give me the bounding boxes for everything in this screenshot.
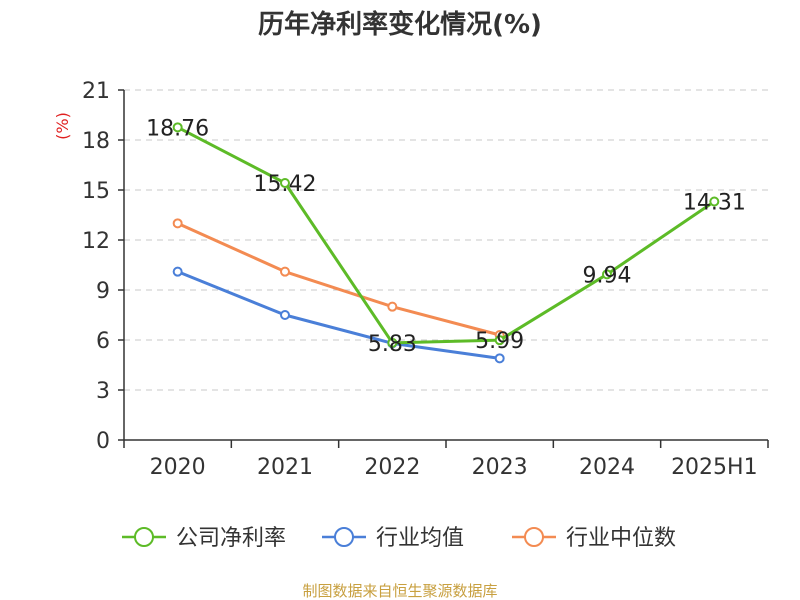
- legend-item-0: 公司净利率: [122, 526, 286, 551]
- series-layer: [172, 122, 720, 364]
- y-tick-label: 15: [82, 179, 110, 204]
- source-note: 制图数据来自恒生聚源数据库: [302, 582, 497, 600]
- data-point: [387, 301, 398, 312]
- axes: 0 3 6 9 12 15 18 21 2020 2021 2022 2023 2024 2025H1: [82, 79, 769, 480]
- y-tick-label: 12: [82, 229, 110, 254]
- x-tick-label: 2020: [150, 455, 206, 480]
- data-label: 5.83: [368, 332, 417, 357]
- chart-title: 历年净利率变化情况(%): [258, 9, 542, 40]
- series-line: [176, 221, 502, 337]
- legend-label: 公司净利率: [176, 526, 286, 551]
- data-point: [280, 266, 290, 277]
- y-axis-unit: (%): [53, 112, 72, 140]
- x-tick-label: 2022: [364, 455, 420, 480]
- data-labels: 18.76 15.42 5.83 5.99 9.94 14.31: [146, 116, 746, 357]
- data-point: [494, 335, 505, 346]
- data-point: [280, 178, 290, 188]
- x-tick-label: 2024: [579, 455, 635, 480]
- data-point: [494, 353, 505, 364]
- x-tick-label: 2021: [257, 455, 313, 480]
- y-tick-label: 6: [96, 329, 110, 354]
- series-0: [172, 122, 720, 348]
- data-label: 18.76: [146, 116, 209, 141]
- grid-lines: [124, 89, 768, 391]
- series-line: [176, 125, 716, 345]
- x-tick-label: 2023: [472, 455, 528, 480]
- legend-item-1: 行业均值: [322, 526, 464, 551]
- y-tick-label: 9: [96, 279, 110, 304]
- data-label: 9.94: [583, 263, 632, 288]
- y-tick-label: 21: [82, 79, 110, 104]
- data-label: 5.99: [475, 329, 524, 354]
- legend-marker: [334, 527, 354, 547]
- data-point: [172, 266, 183, 277]
- series-1: [172, 266, 505, 364]
- legend-marker: [134, 527, 154, 547]
- series-2: [172, 218, 505, 340]
- legend: 公司净利率 行业均值 行业中位数: [122, 526, 676, 551]
- data-point: [280, 310, 290, 320]
- legend-label: 行业均值: [376, 526, 464, 551]
- x-tick-label: 2025H1: [671, 455, 758, 480]
- data-point: [387, 337, 398, 348]
- y-tick-label: 18: [82, 129, 110, 154]
- y-tick-label: 3: [96, 379, 110, 404]
- data-point: [709, 196, 720, 207]
- y-tick-label: 0: [96, 429, 110, 454]
- data-point: [172, 218, 183, 229]
- data-label: 15.42: [254, 172, 317, 197]
- data-point: [602, 269, 612, 280]
- legend-label: 行业中位数: [566, 526, 676, 551]
- data-label: 14.31: [683, 191, 746, 216]
- series-line: [176, 270, 502, 360]
- legend-item-2: 行业中位数: [512, 526, 676, 551]
- data-point: [172, 122, 183, 133]
- legend-marker: [524, 527, 544, 547]
